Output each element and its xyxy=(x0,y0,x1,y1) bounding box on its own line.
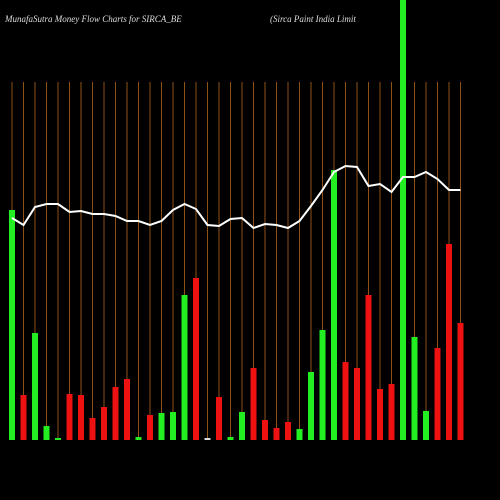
chart-title: MunafaSutra Money Flow Charts for SIRCA_… xyxy=(4,14,182,24)
bar xyxy=(250,368,257,440)
bar xyxy=(400,0,406,440)
bar xyxy=(296,429,303,440)
bar xyxy=(331,170,337,440)
bar xyxy=(89,418,96,440)
bar xyxy=(32,333,38,440)
bar xyxy=(411,337,418,440)
bar xyxy=(216,397,222,440)
bar xyxy=(181,295,188,440)
bar xyxy=(135,437,142,440)
bar xyxy=(239,412,245,440)
chart-subtitle: (Sirca Paint India Limit xyxy=(270,14,356,24)
bar xyxy=(365,295,372,440)
bar xyxy=(147,415,153,440)
bar xyxy=(55,438,61,440)
bar xyxy=(20,395,27,440)
bar xyxy=(193,278,199,440)
bar xyxy=(112,387,119,440)
bar xyxy=(78,395,84,440)
bar xyxy=(354,368,360,440)
bar xyxy=(377,389,383,440)
bar xyxy=(170,412,176,440)
bar xyxy=(388,384,395,440)
bar xyxy=(319,330,326,440)
bar xyxy=(101,407,107,440)
bar xyxy=(158,413,165,440)
bar xyxy=(434,348,441,440)
price-line xyxy=(11,164,461,230)
bar xyxy=(423,411,429,440)
bar xyxy=(66,394,73,440)
bar xyxy=(457,323,464,440)
bar xyxy=(285,422,291,440)
bar xyxy=(204,438,211,440)
bar xyxy=(342,362,349,440)
bar xyxy=(227,437,234,440)
bar xyxy=(308,372,314,440)
bar xyxy=(446,244,452,440)
bar xyxy=(9,210,15,440)
bar xyxy=(43,426,50,440)
bar xyxy=(124,379,130,440)
bar xyxy=(262,420,268,440)
bar xyxy=(273,428,280,440)
